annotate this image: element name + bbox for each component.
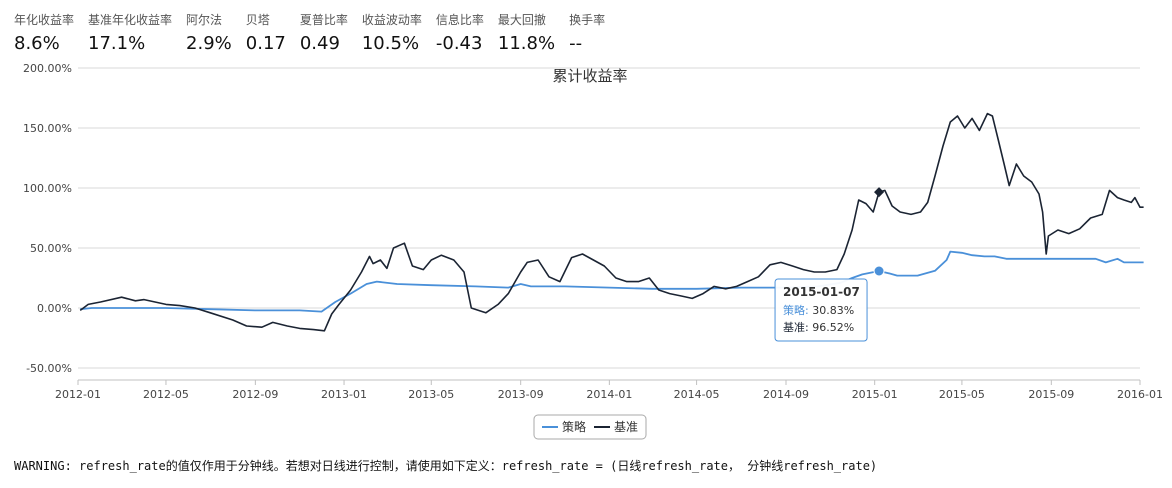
tooltip-series-name: 基准: — [783, 321, 812, 334]
x-tick-label: 2015-05 — [939, 388, 985, 401]
grid-layer — [78, 67, 1140, 369]
chart-title: 累计收益率 — [552, 67, 627, 85]
metric-value: 11.8% — [497, 33, 556, 54]
hover-marker-benchmark — [874, 187, 885, 198]
y-axis: -50.00% 0.00% 50.00% 100.00% 150.00% 200.00% — [23, 62, 72, 375]
legend-label: 基准 — [614, 420, 638, 434]
metric-value: 17.1% — [88, 33, 146, 54]
x-tick-label: 2015-01 — [852, 388, 898, 401]
metric-volatility: 收益波动率 10.5% — [362, 12, 422, 57]
legend-label: 策略 — [562, 419, 586, 434]
cumulative-return-chart[interactable]: 累计收益率 -50.00% 0.00% 50.00% 100.00% 150.00% 20… — [0, 60, 1172, 450]
x-tick-label: 2015-09 — [1028, 388, 1074, 401]
series-line-benchmark — [79, 112, 1144, 332]
metric-max-drawdown: 最大回撤 11.8% — [498, 12, 555, 57]
series-line-strategy — [80, 250, 1144, 313]
y-tick-label: 50.00% — [30, 242, 72, 255]
metric-label: 最大回撤 — [497, 13, 546, 27]
metric-value: -0.43 — [435, 33, 483, 54]
y-tick-label: 150.00% — [23, 122, 72, 135]
x-tick-label: 2013-09 — [498, 388, 544, 401]
legend[interactable]: 策略 基准 — [533, 414, 647, 440]
metric-label: 贝塔 — [245, 13, 270, 27]
series-layer — [79, 112, 1144, 332]
x-tick-label: 2014-09 — [763, 388, 809, 401]
metric-sharpe: 夏普比率 0.49 — [300, 12, 348, 57]
x-tick-label: 2013-05 — [408, 388, 454, 401]
metric-beta: 贝塔 0.17 — [246, 12, 286, 57]
metric-alpha: 阿尔法 2.9% — [186, 12, 232, 57]
y-tick-label: 100.00% — [23, 182, 72, 195]
metric-information-ratio: 信息比率 -0.43 — [436, 12, 484, 57]
x-tick-label: 2014-05 — [674, 388, 720, 401]
metric-turnover: 换手率 -- — [569, 12, 605, 57]
metric-label: 阿尔法 — [186, 13, 223, 27]
x-axis: 2012-01 2012-05 2012-09 2013-01 2013-05 2013-… — [55, 379, 1163, 401]
tooltip-series-value: 96.52% — [812, 321, 854, 334]
y-tick-label: 200.00% — [23, 62, 72, 75]
metrics-bar: 年化收益率 8.6% 基准年化收益率 17.1% 阿尔法 2.9% 贝塔 0.1… — [14, 12, 619, 57]
metric-value: 0.17 — [245, 33, 286, 54]
metric-value: 0.49 — [299, 33, 340, 54]
metric-value: -- — [569, 33, 583, 54]
metric-value: 10.5% — [361, 33, 420, 54]
tooltip-box — [774, 278, 868, 342]
x-tick-label: 2012-01 — [55, 388, 101, 401]
x-tick-label: 2016-01 — [1117, 388, 1163, 401]
legend-box — [533, 414, 647, 440]
metric-label: 夏普比率 — [299, 13, 348, 27]
tooltip-series-value: 30.83% — [812, 304, 854, 317]
x-tick-label: 2013-01 — [321, 388, 367, 401]
metric-label: 信息比率 — [435, 13, 484, 27]
metric-annual-return: 年化收益率 8.6% — [14, 12, 74, 57]
y-tick-label: -50.00% — [26, 362, 72, 375]
metric-label: 年化收益率 — [14, 13, 75, 27]
metric-label: 基准年化收益率 — [88, 13, 173, 27]
x-tick-label: 2012-05 — [143, 388, 189, 401]
tooltip-row: 策略: 30.83% — [783, 303, 854, 317]
y-tick-label: 0.00% — [37, 302, 72, 315]
x-tick-label: 2012-09 — [232, 388, 278, 401]
tooltip-row: 基准: 96.52% — [783, 321, 854, 334]
tooltip-series-name: 策略: — [783, 303, 812, 317]
metric-label: 收益波动率 — [361, 13, 422, 27]
legend-item-strategy[interactable]: 策略 — [542, 419, 586, 434]
warning-message: WARNING: refresh_rate的值仅作用于分钟线。若想对日线进行控制… — [14, 459, 878, 473]
legend-item-benchmark[interactable]: 基准 — [594, 420, 638, 434]
hover-marker-strategy — [873, 265, 885, 277]
metric-benchmark-annual-return: 基准年化收益率 17.1% — [88, 12, 172, 57]
metric-label: 换手率 — [569, 13, 606, 27]
metric-value: 2.9% — [186, 33, 232, 54]
metric-value: 8.6% — [14, 33, 60, 54]
x-tick-label: 2014-01 — [586, 388, 632, 401]
marker-layer — [873, 187, 885, 277]
tooltip-date: 2015-01-07 — [783, 285, 860, 299]
